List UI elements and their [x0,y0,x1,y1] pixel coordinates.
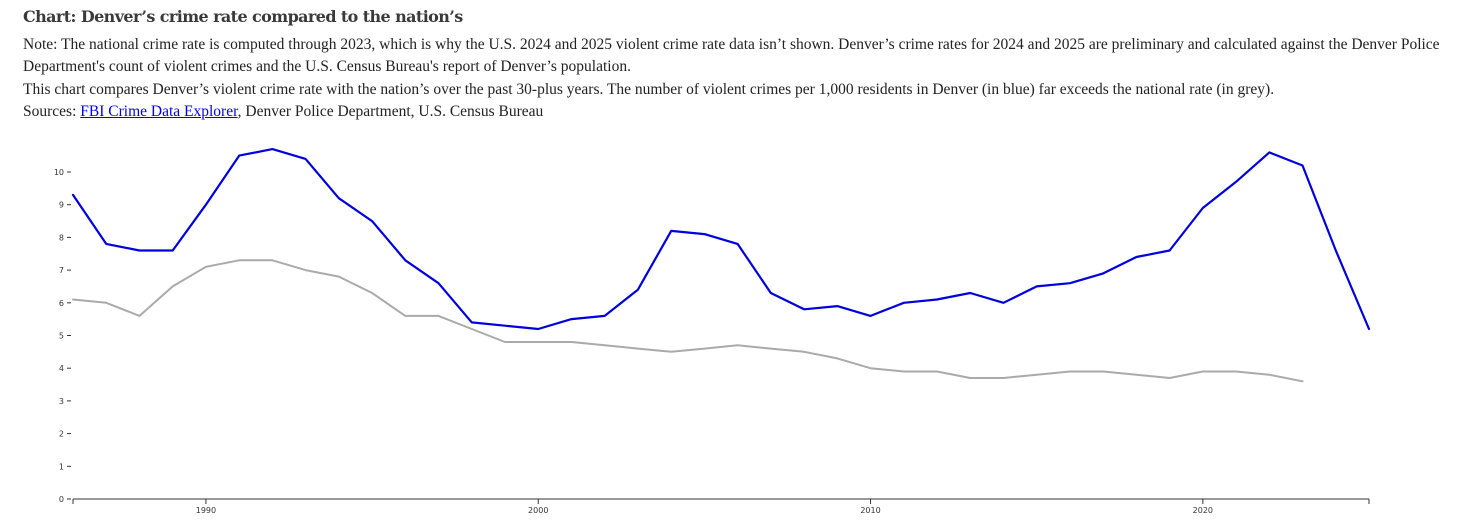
sources-prefix: Sources: [23,102,81,120]
y-tick-label-5: 5 [59,332,64,341]
y-tick-label-6: 6 [59,299,64,308]
chart-title: Chart: Denver’s crime rate compared to t… [23,7,463,26]
y-tick-label-2: 2 [59,430,64,439]
y-tick-label-9: 9 [59,201,64,210]
y-tick-label-10: 10 [54,168,64,177]
chart-lines [71,148,1371,383]
x-tick-label-2020: 2020 [1193,506,1213,515]
x-tick-label-2010: 2010 [860,506,880,515]
x-tick-label-1990: 1990 [196,506,216,515]
y-tick-label-1: 1 [59,462,64,471]
chart-header: Chart: Denver’s crime rate compared to t… [23,6,1463,124]
sources-suffix: , Denver Police Department, U.S. Census … [237,102,544,120]
series-line-national [72,259,1304,383]
series-line-denver [71,148,1371,331]
y-tick-label-0: 0 [59,495,64,504]
sources-link[interactable]: FBI Crime Data Explorer [80,102,238,120]
x-tick-label-2000: 2000 [528,506,548,515]
chart-note: Note: The national crime rate is compute… [23,36,1440,75]
line-chart: 0 1 2 3 4 5 6 7 8 9 10 1990 2000 2010 2020 [54,148,1371,515]
y-tick-label-4: 4 [59,364,64,373]
y-tick-label-7: 7 [59,266,64,275]
chart-description-and-sources: This chart compares Denver’s violent cri… [23,79,1463,122]
chart-description: This chart compares Denver’s violent cri… [23,81,1275,98]
y-tick-label-8: 8 [59,233,64,242]
chart-axes: 0 1 2 3 4 5 6 7 8 9 10 1990 2000 2010 2020 [54,168,1370,515]
y-tick-label-3: 3 [59,397,64,406]
